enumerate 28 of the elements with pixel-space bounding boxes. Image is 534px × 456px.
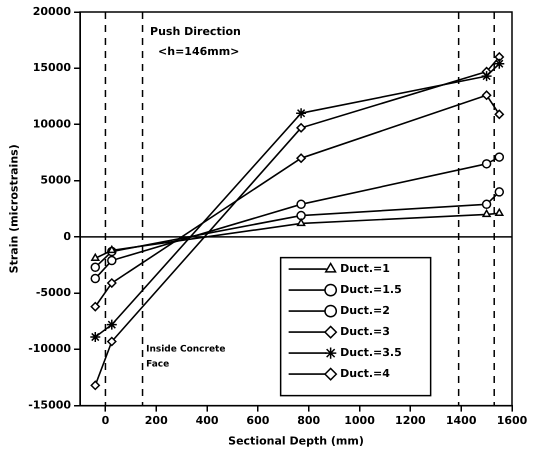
- x-tick-label: 1200: [395, 414, 426, 428]
- y-tick-label: -15000: [28, 398, 72, 412]
- annotation: Inside Concrete Face: [146, 344, 226, 370]
- annotation: <h=146mm>: [158, 44, 240, 58]
- x-tick-label: 0: [102, 414, 110, 428]
- x-tick-label: 800: [297, 414, 321, 428]
- legend-label: Duct.=2: [340, 304, 390, 317]
- legend-label: Duct.=3.5: [340, 346, 402, 359]
- x-tick-label: 1000: [344, 414, 376, 428]
- y-tick-label: -5000: [36, 286, 72, 299]
- x-tick-label: 1400: [446, 414, 477, 428]
- legend-label: Duct.=4: [340, 366, 390, 380]
- legend-label: Duct.=1: [340, 262, 390, 275]
- x-tick-label: 400: [196, 414, 219, 428]
- y-tick-label: 0: [63, 230, 72, 243]
- y-tick-label: 5000: [40, 174, 72, 187]
- y-tick-label: -10000: [28, 342, 72, 356]
- legend-label: Duct.=3: [340, 324, 390, 338]
- x-tick-label: 200: [144, 414, 168, 428]
- y-tick-label: 10000: [32, 117, 72, 130]
- y-tick-label: 20000: [32, 4, 72, 18]
- x-axis-title: Sectional Depth (mm): [228, 434, 364, 448]
- y-tick-label: 15000: [32, 61, 72, 74]
- legend-label: Duct.=1.5: [340, 282, 402, 296]
- annotation: Push Direction: [150, 24, 241, 38]
- x-tick-label: 1600: [496, 414, 528, 428]
- y-axis-title: Strain (microstrains): [7, 144, 20, 274]
- x-tick-label: 600: [246, 414, 270, 428]
